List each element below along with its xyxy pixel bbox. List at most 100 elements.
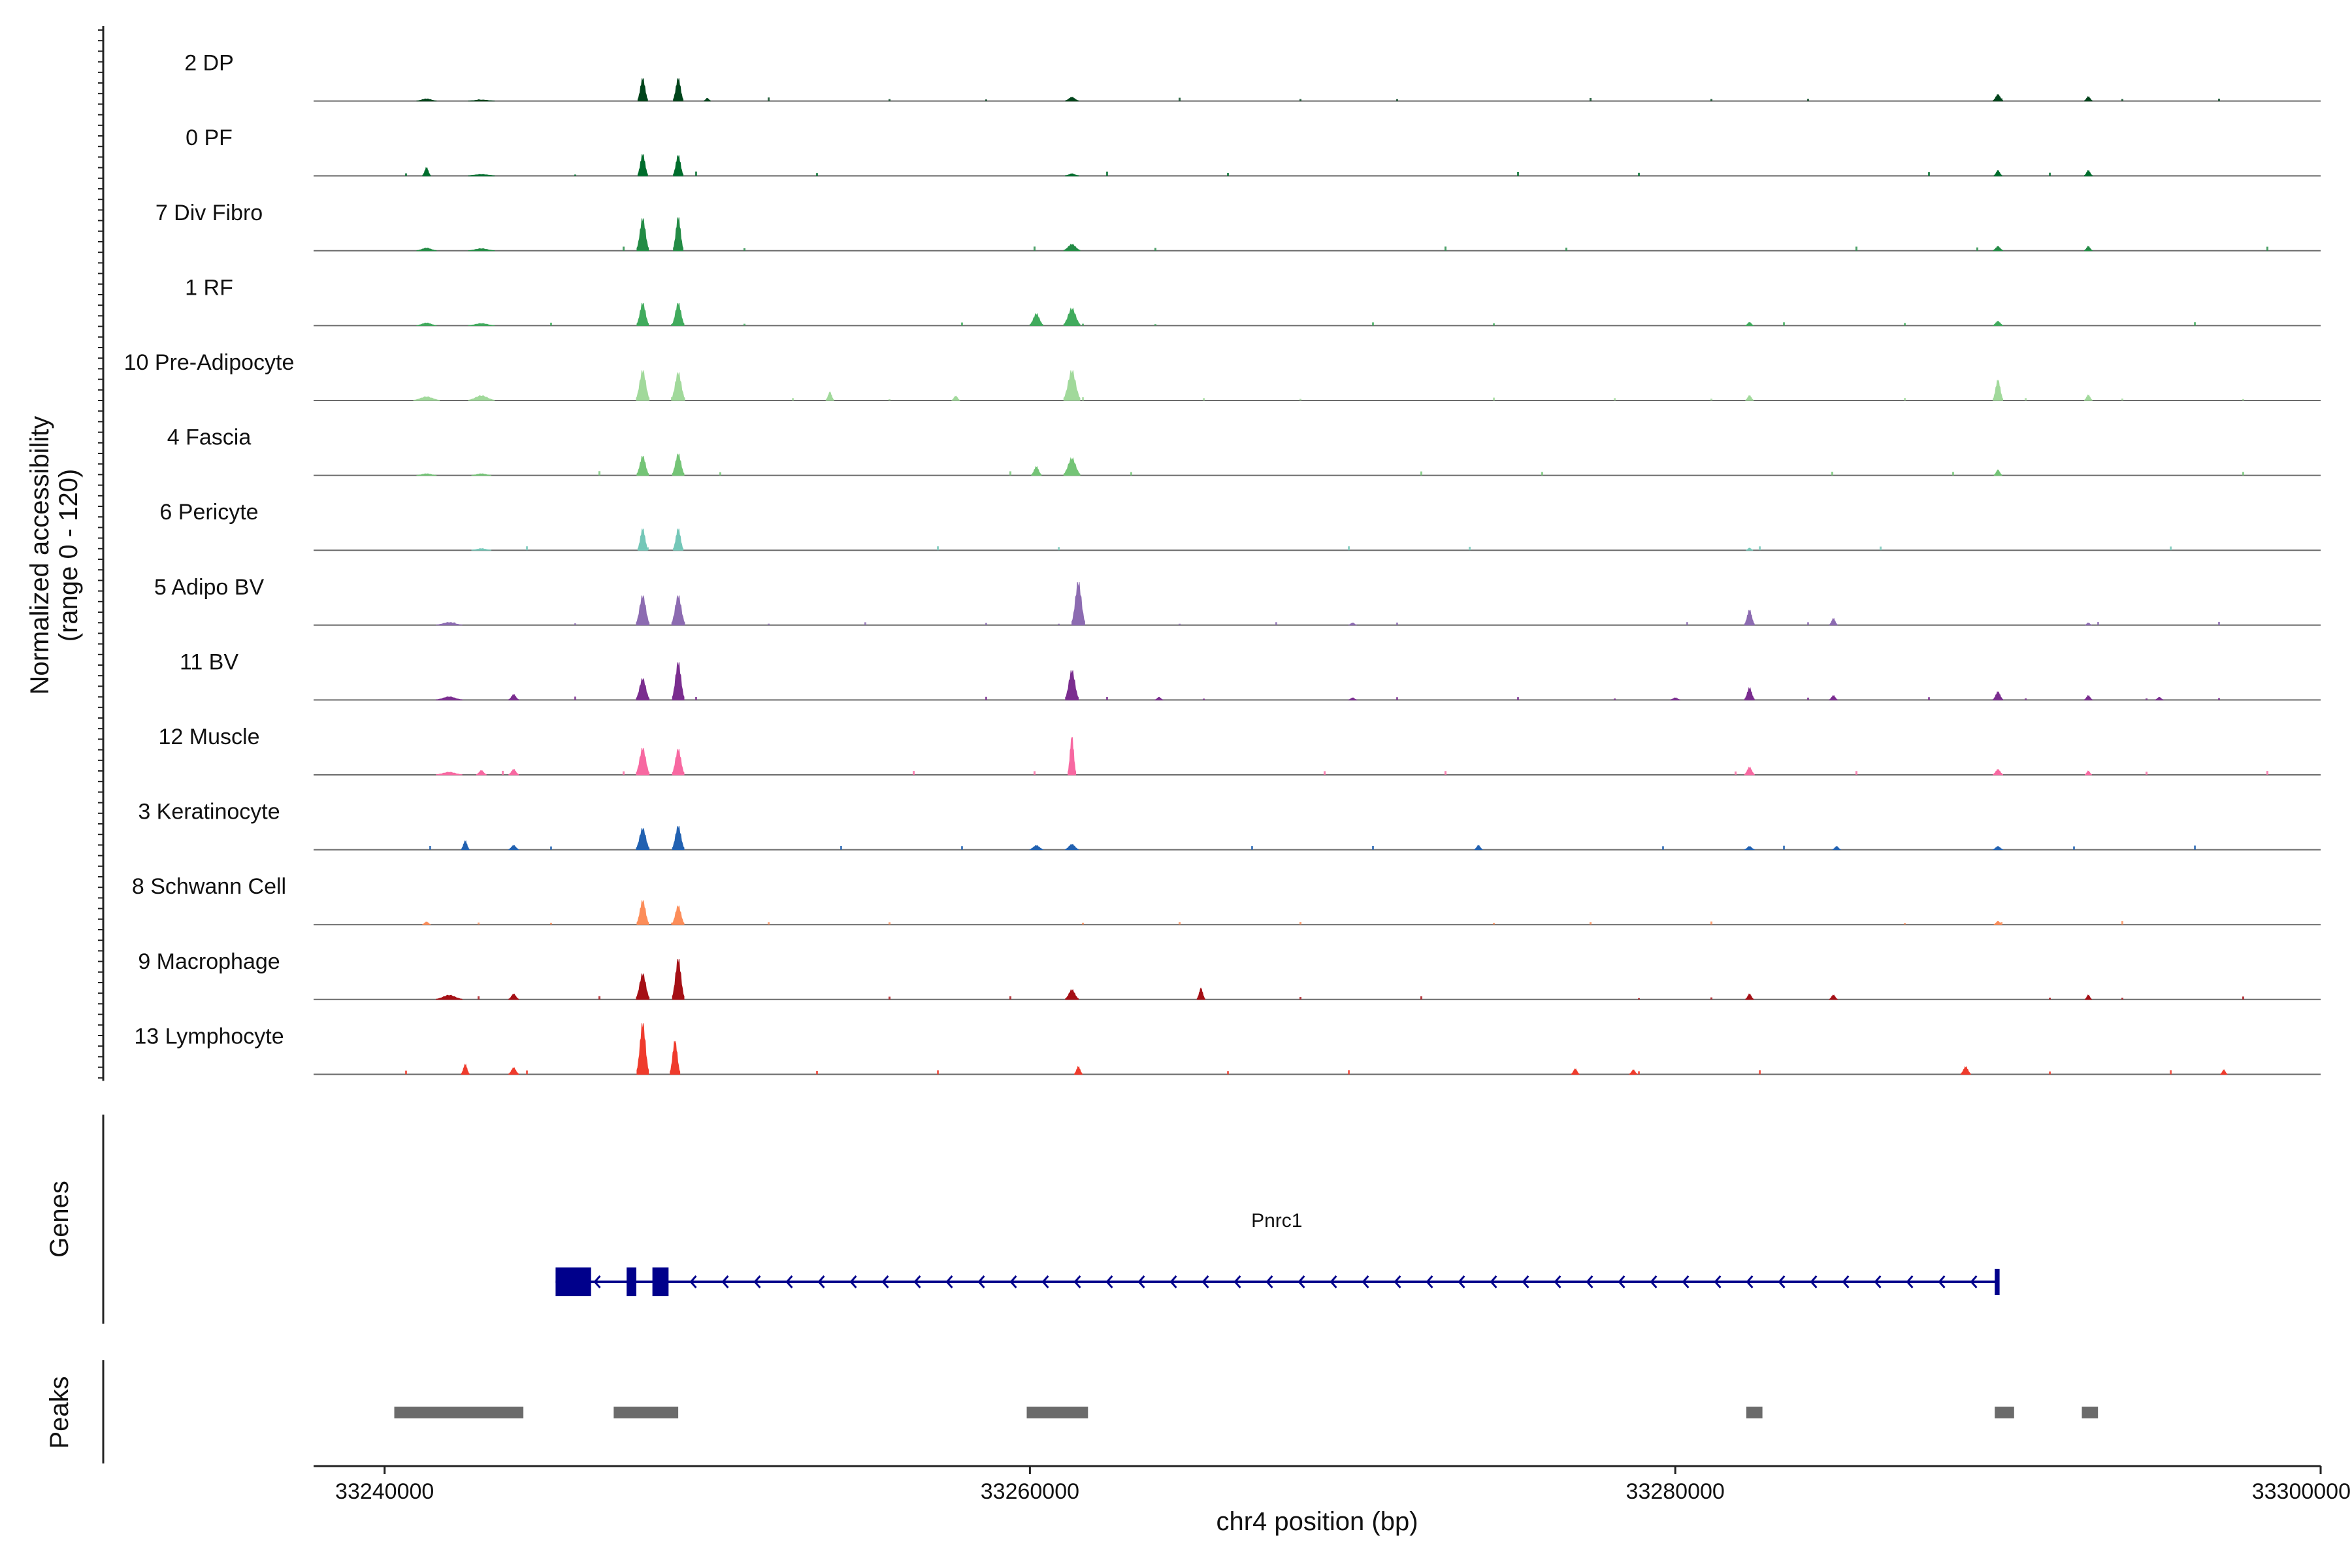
coverage-peak xyxy=(508,1067,519,1075)
coverage-peak xyxy=(416,98,437,102)
coverage-noise xyxy=(1710,921,1712,925)
coverage-peak xyxy=(1993,768,2003,776)
strand-arrow xyxy=(1426,1275,1433,1288)
strand-arrow xyxy=(1874,1275,1882,1288)
coverage-noise xyxy=(1420,996,1422,1000)
coverage-noise xyxy=(695,171,697,176)
coverage-noise xyxy=(453,622,455,625)
strand-arrow xyxy=(1169,1275,1177,1288)
coverage-peak xyxy=(436,772,463,776)
coverage-noise xyxy=(1855,771,1857,775)
strand-arrow xyxy=(849,1275,857,1288)
x-axis-title: chr4 position (bp) xyxy=(1216,1507,1418,1536)
coverage-noise xyxy=(2097,622,2099,625)
coverage-peak xyxy=(673,155,683,176)
coverage-peak xyxy=(1063,244,1081,252)
coverage-peak xyxy=(461,840,470,851)
strand-arrow xyxy=(881,1275,889,1288)
coverage-noise xyxy=(550,923,552,925)
coverage-peak xyxy=(508,694,519,700)
coverage-noise xyxy=(647,623,649,625)
coverage-peak xyxy=(636,302,649,326)
track-label: 12 Muscle xyxy=(159,725,260,749)
coverage-noise xyxy=(550,846,552,850)
coverage-peak xyxy=(1065,988,1079,1000)
coverage-noise xyxy=(985,696,987,700)
gene-exon xyxy=(627,1267,636,1296)
coverage-noise xyxy=(1299,399,1301,400)
coverage-peak xyxy=(670,1041,681,1075)
strand-arrow xyxy=(1522,1275,1529,1288)
coverage-peak xyxy=(1031,466,1042,476)
coverage-peak xyxy=(1960,1066,1971,1075)
coverage-noise xyxy=(1058,547,1060,551)
track-6-pericyte: 6 Pericyte xyxy=(159,500,2321,551)
coverage-noise xyxy=(2170,546,2172,551)
coverage-noise xyxy=(2121,99,2123,101)
y-axis-title-line2: (range 0 - 120) xyxy=(54,469,83,642)
coverage-noise xyxy=(961,846,963,850)
track-12-muscle: 12 Muscle xyxy=(159,725,2321,776)
coverage-noise xyxy=(2218,621,2220,625)
coverage-peak xyxy=(1348,697,1357,700)
track-3-keratinocyte: 3 Keratinocyte xyxy=(138,800,2321,851)
coverage-peak xyxy=(637,529,648,551)
coverage-noise xyxy=(2242,996,2244,1000)
gene-exon xyxy=(652,1267,669,1296)
track-4-fascia: 4 Fascia xyxy=(167,425,2321,476)
coverage-noise xyxy=(502,770,504,775)
strand-arrow xyxy=(1041,1275,1049,1288)
strand-arrow xyxy=(945,1275,953,1288)
strand-arrow xyxy=(1746,1275,1754,1288)
strand-arrow xyxy=(1362,1275,1369,1288)
strand-arrow xyxy=(1009,1275,1017,1288)
coverage-peak xyxy=(636,747,650,776)
coverage-noise xyxy=(2049,998,2051,1000)
coverage-peak xyxy=(1993,469,2002,476)
coverage-peak xyxy=(436,994,463,1000)
coverage-peak xyxy=(672,453,685,476)
coverage-noise xyxy=(2049,172,2051,176)
coverage-peak xyxy=(2084,694,2093,700)
strand-arrow xyxy=(753,1275,761,1288)
coverage-noise xyxy=(2121,399,2123,400)
coverage-noise xyxy=(2025,698,2027,700)
coverage-peak xyxy=(422,167,431,176)
coverage-noise xyxy=(2073,846,2075,850)
strand-arrow xyxy=(1458,1275,1465,1288)
strand-arrow xyxy=(1201,1275,1209,1288)
coverage-noise xyxy=(1034,771,1036,775)
x-axis: chr4 position (bp) 33240000 33260000 33280… xyxy=(314,1465,2351,1536)
coverage-peak xyxy=(673,217,683,252)
coverage-peak xyxy=(1154,696,1164,700)
coverage-noise xyxy=(574,696,576,700)
coverage-noise xyxy=(1807,622,1809,625)
coverage-noise xyxy=(1034,246,1036,251)
coverage-peak xyxy=(636,370,650,401)
strand-arrow xyxy=(1810,1275,1818,1288)
coverage-noise xyxy=(1203,698,1205,700)
coverage-noise xyxy=(1469,546,1471,551)
coverage-noise xyxy=(1638,998,1640,1000)
coverage-noise xyxy=(864,622,866,625)
strand-arrow xyxy=(785,1275,793,1288)
coverage-peak xyxy=(476,770,487,776)
coverage-peak xyxy=(1063,307,1081,326)
coverage-peak xyxy=(672,826,685,851)
coverage-noise xyxy=(1348,546,1350,551)
strand-arrow xyxy=(1394,1275,1401,1288)
coverage-noise xyxy=(937,1070,939,1075)
coverage-noise xyxy=(1372,845,1374,850)
strand-arrow xyxy=(1650,1275,1658,1288)
coverage-noise xyxy=(913,771,915,775)
coverage-noise xyxy=(623,771,625,775)
coverage-noise xyxy=(1396,697,1398,700)
coverage-noise xyxy=(2146,698,2148,700)
coverage-noise xyxy=(816,1071,818,1075)
gene-exon xyxy=(555,1267,591,1296)
strand-arrow xyxy=(1938,1275,1946,1288)
coverage-peak xyxy=(416,322,437,326)
coverage-noise xyxy=(2218,698,2220,700)
coverage-peak xyxy=(1063,370,1081,401)
